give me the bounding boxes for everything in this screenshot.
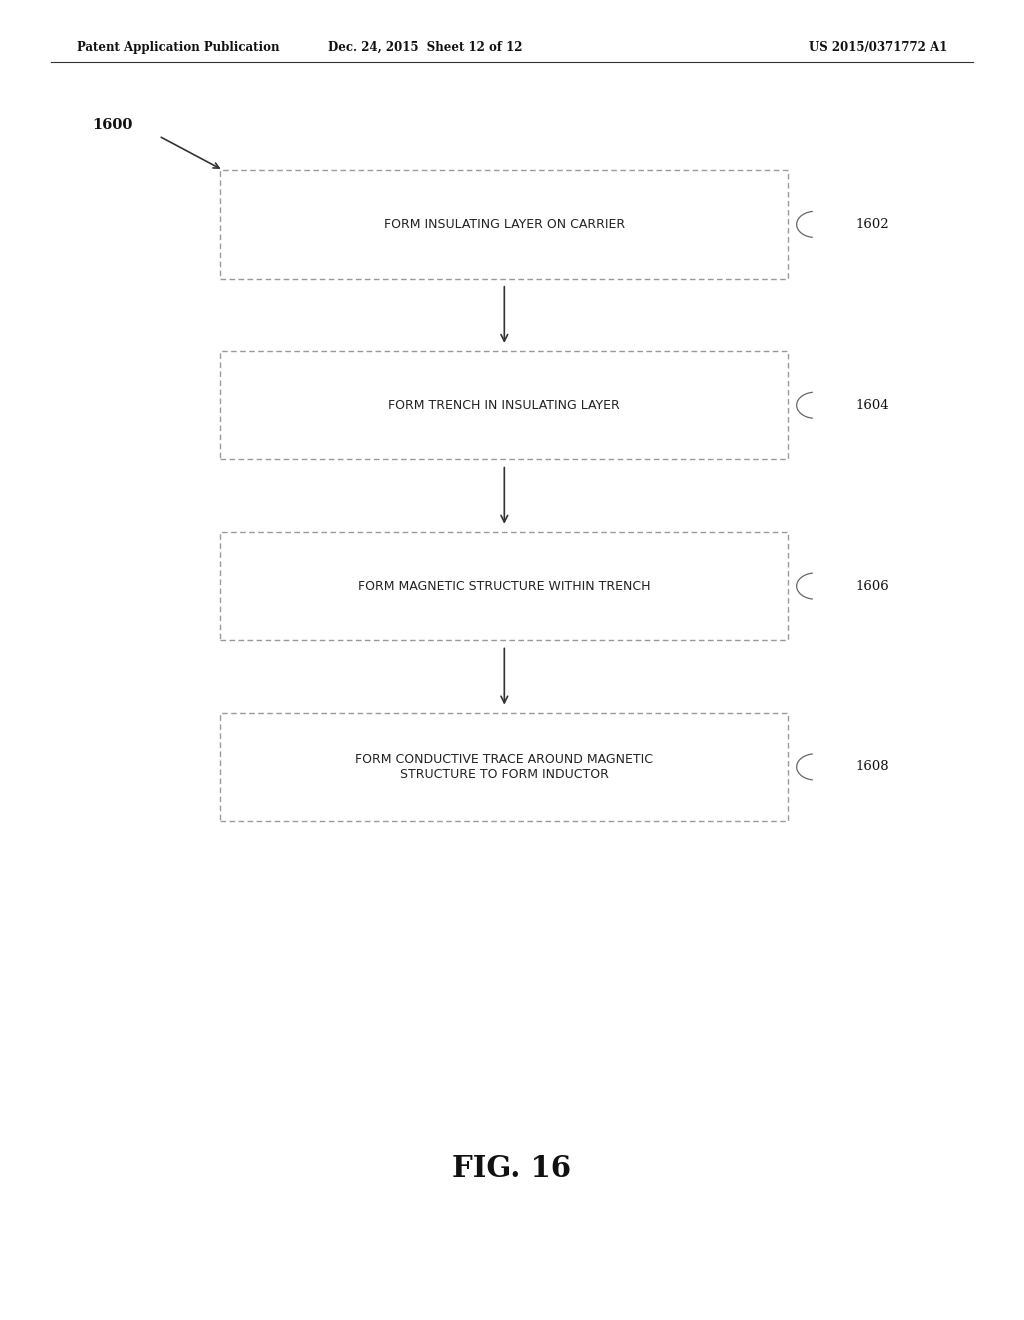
Text: 1604: 1604: [855, 399, 889, 412]
Text: US 2015/0371772 A1: US 2015/0371772 A1: [809, 41, 947, 54]
Text: FIG. 16: FIG. 16: [453, 1154, 571, 1183]
Text: FORM MAGNETIC STRUCTURE WITHIN TRENCH: FORM MAGNETIC STRUCTURE WITHIN TRENCH: [358, 579, 650, 593]
Text: 1608: 1608: [855, 760, 889, 774]
Text: FORM INSULATING LAYER ON CARRIER: FORM INSULATING LAYER ON CARRIER: [384, 218, 625, 231]
Bar: [220, 713, 788, 821]
Text: FORM TRENCH IN INSULATING LAYER: FORM TRENCH IN INSULATING LAYER: [388, 399, 621, 412]
Text: FORM CONDUCTIVE TRACE AROUND MAGNETIC
STRUCTURE TO FORM INDUCTOR: FORM CONDUCTIVE TRACE AROUND MAGNETIC ST…: [355, 752, 653, 781]
Text: 1600: 1600: [92, 119, 132, 132]
Text: 1602: 1602: [855, 218, 889, 231]
Bar: [220, 351, 788, 459]
Bar: [220, 532, 788, 640]
Text: Patent Application Publication: Patent Application Publication: [77, 41, 280, 54]
Text: 1606: 1606: [855, 579, 889, 593]
Bar: [220, 170, 788, 279]
Text: Dec. 24, 2015  Sheet 12 of 12: Dec. 24, 2015 Sheet 12 of 12: [328, 41, 522, 54]
